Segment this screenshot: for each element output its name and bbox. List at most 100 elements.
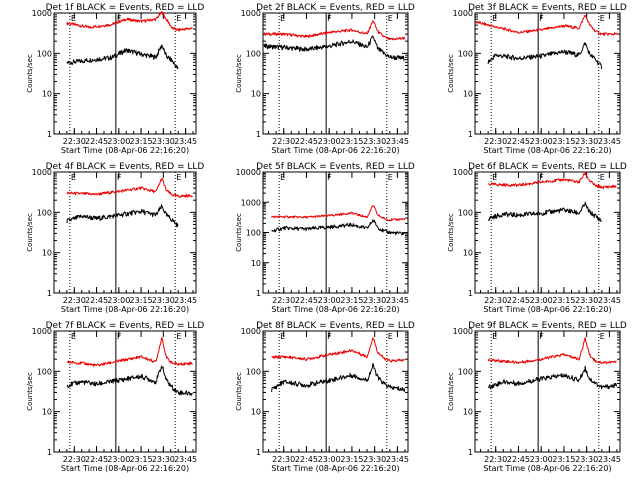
x-tick-label: 23:15 — [552, 296, 575, 305]
y-tick-label: 1000 — [453, 9, 473, 18]
x-tick-label: 23:00 — [318, 455, 341, 464]
lld-series-line — [488, 171, 617, 189]
events-series-line — [66, 204, 179, 228]
y-tick-label: 100 — [37, 49, 52, 58]
interval-marker-label: E — [71, 14, 76, 23]
panel-title: Det 6f BLACK = Events, RED = LLD — [468, 162, 627, 172]
x-tick-label: 23:15 — [130, 455, 153, 464]
x-tick-label: 23:45 — [174, 296, 197, 305]
x-tick-label: 23:15 — [130, 296, 153, 305]
y-tick-label: 100 — [37, 367, 52, 376]
x-tick-label: 23:15 — [340, 296, 363, 305]
y-tick-label: 100 — [37, 208, 52, 217]
x-tick-label: 23:45 — [598, 455, 621, 464]
interval-marker-label: F — [539, 14, 544, 23]
x-tick-label: 23:00 — [318, 137, 341, 146]
x-tick-label: 22:30 — [484, 455, 507, 464]
y-tick-label: 1 — [256, 448, 261, 457]
y-tick-label: 1000 — [241, 327, 261, 336]
y-axis-label: Counts/sec — [26, 213, 34, 252]
plot-frame — [262, 330, 409, 453]
y-axis-label: Counts/sec — [447, 54, 455, 93]
y-tick-label: 100 — [458, 367, 473, 376]
y-axis-label: Counts/sec — [447, 213, 455, 252]
y-tick-label: 1000 — [241, 9, 261, 18]
interval-marker-label: E — [280, 173, 285, 182]
plot-frame — [474, 330, 621, 453]
x-axis-label: Start Time (08-Apr-06 22:16:20) — [61, 305, 189, 314]
events-series-line — [271, 219, 406, 236]
x-tick-label: 23:30 — [363, 137, 386, 146]
interval-marker-label: F — [327, 173, 332, 182]
events-series-line — [487, 42, 603, 70]
x-tick-label: 23:45 — [174, 455, 197, 464]
y-tick-label: 1 — [468, 130, 473, 139]
x-tick-label: 22:30 — [63, 137, 86, 146]
lld-series-line — [271, 205, 406, 222]
x-tick-label: 23:00 — [318, 296, 341, 305]
plot-frame — [262, 171, 409, 294]
events-series-line — [263, 35, 405, 62]
plot-frame — [474, 171, 621, 294]
interval-marker-label: E — [280, 332, 285, 341]
x-tick-label: 23:45 — [386, 137, 409, 146]
x-tick-label: 22:45 — [507, 137, 530, 146]
y-tick-label: 10 — [42, 90, 52, 99]
x-tick-label: 23:00 — [530, 296, 553, 305]
plot-frame — [53, 171, 197, 294]
x-tick-label: 22:30 — [272, 137, 295, 146]
y-tick-label: 1 — [256, 289, 261, 298]
interval-marker-label: E — [388, 14, 393, 23]
y-tick-label: 1000 — [32, 168, 52, 177]
plot-frame — [474, 12, 621, 135]
interval-marker-label: F — [539, 173, 544, 182]
interval-marker-label: E — [388, 173, 393, 182]
panel-6: Det 6f BLACK = Events, RED = LLD 1 10 100 10… — [447, 162, 627, 314]
panel-9: Det 9f BLACK = Events, RED = LLD 1 10 100 10… — [447, 321, 627, 473]
y-axis-label: Counts/sec — [235, 54, 243, 93]
y-tick-label: 1000 — [453, 168, 473, 177]
x-tick-label: 23:00 — [107, 296, 130, 305]
interval-marker-label: F — [327, 14, 332, 23]
plot-frame — [53, 330, 197, 453]
x-tick-label: 22:45 — [295, 296, 318, 305]
interval-marker-label: F — [117, 14, 122, 23]
x-tick-label: 23:30 — [575, 296, 598, 305]
x-tick-label: 23:00 — [530, 455, 553, 464]
x-axis-label: Start Time (08-Apr-06 22:16:20) — [271, 305, 399, 314]
y-tick-label: 1 — [256, 130, 261, 139]
x-tick-label: 23:00 — [107, 137, 130, 146]
interval-marker-label: E — [388, 332, 393, 341]
x-tick-label: 22:45 — [85, 296, 108, 305]
events-series-line — [66, 365, 193, 396]
y-tick-label: 10 — [42, 408, 52, 417]
x-tick-label: 23:45 — [174, 137, 197, 146]
x-tick-label: 22:45 — [507, 296, 530, 305]
interval-marker-label: E — [71, 332, 76, 341]
y-axis-label: Counts/sec — [26, 372, 34, 411]
events-series-line — [271, 363, 406, 393]
y-tick-label: 10 — [463, 90, 473, 99]
x-tick-label: 23:15 — [340, 137, 363, 146]
x-tick-label: 23:45 — [386, 455, 409, 464]
y-tick-label: 100 — [458, 49, 473, 58]
panel-title: Det 9f BLACK = Events, RED = LLD — [468, 321, 627, 331]
panel-1: Det 1f BLACK = Events, RED = LLD 1 10 100 10… — [26, 3, 204, 155]
y-tick-label: 1000 — [453, 327, 473, 336]
panel-4: Det 4f BLACK = Events, RED = LLD 1 10 100 10… — [26, 162, 204, 314]
x-tick-label: 22:30 — [272, 296, 295, 305]
lld-series-line — [66, 336, 193, 367]
x-tick-label: 23:45 — [598, 296, 621, 305]
lld-series-line — [475, 14, 618, 36]
plot-frame — [53, 12, 197, 135]
interval-marker-label: E — [71, 173, 76, 182]
interval-marker-label: E — [492, 332, 497, 341]
y-tick-label: 1 — [468, 289, 473, 298]
x-tick-label: 23:15 — [340, 455, 363, 464]
x-tick-label: 23:15 — [130, 137, 153, 146]
y-tick-label: 10 — [463, 249, 473, 258]
x-tick-label: 23:45 — [598, 137, 621, 146]
y-axis-label: Counts/sec — [447, 372, 455, 411]
x-axis-label: Start Time (08-Apr-06 22:16:20) — [271, 146, 399, 155]
